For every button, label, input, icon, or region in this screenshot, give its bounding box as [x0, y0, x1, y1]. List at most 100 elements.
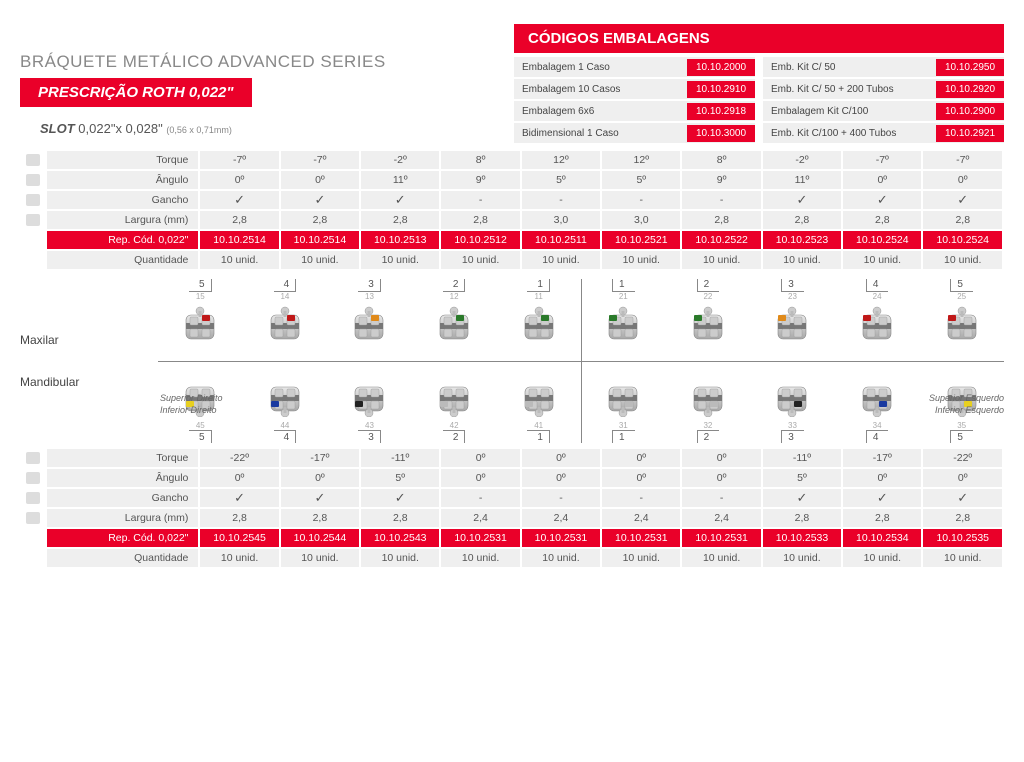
code-value: 10.10.2000 — [687, 59, 755, 76]
spec-cell: 10.10.2524 — [843, 231, 921, 249]
code-label: Embalagem Kit C/100 — [763, 106, 936, 117]
spec-cell: 10 unid. — [763, 251, 841, 269]
row-icon — [26, 452, 40, 464]
spec-cell: 10.10.2531 — [602, 529, 680, 547]
spec-cell: - — [682, 489, 760, 507]
spec-table-upper: Torque-7º-7º-2º8º12º12º8º-2º-7º-7ºÂngulo… — [20, 149, 1004, 271]
spec-cell: ✓ — [281, 489, 359, 507]
label-sup-esq: Superior Esquerdo — [929, 393, 1004, 403]
tooth-number-upper: 414 — [274, 279, 297, 301]
spec-cell: 2,4 — [441, 509, 519, 527]
spec-cell: 10 unid. — [682, 549, 760, 567]
spec-table-lower: Torque-22º-17º-11º0º0º0º0º-11º-17º-22ºÂn… — [20, 447, 1004, 569]
header: BRÁQUETE METÁLICO ADVANCED SERIES PRESCR… — [20, 24, 1004, 143]
spec-cell: 0º — [281, 469, 359, 487]
spec-cell: 2,8 — [763, 211, 841, 229]
color-marker — [863, 315, 871, 321]
label-inf-esq: Inferior Esquerdo — [935, 405, 1004, 415]
spec-cell: 10 unid. — [602, 251, 680, 269]
spec-cell: 0º — [923, 469, 1002, 487]
spec-cell: - — [522, 489, 600, 507]
code-value: 10.10.2950 — [936, 59, 1004, 76]
row-icon — [26, 472, 40, 484]
color-marker — [202, 315, 210, 321]
spec-cell: 2,8 — [763, 509, 841, 527]
spec-cell: 10.10.2531 — [441, 529, 519, 547]
spec-cell: ✓ — [361, 489, 439, 507]
row-icon — [26, 154, 40, 166]
spec-cell: 10 unid. — [763, 549, 841, 567]
bracket-upper — [686, 303, 730, 347]
tooth-number-upper: 121 — [612, 279, 635, 301]
spec-cell: 10 unid. — [361, 251, 439, 269]
spec-cell: 10.10.2535 — [923, 529, 1002, 547]
spec-cell: 2,8 — [923, 211, 1002, 229]
spec-cell: 10 unid. — [923, 549, 1002, 567]
packaging-codes: CÓDIGOS EMBALAGENS Embalagem 1 Caso10.10… — [514, 24, 1004, 143]
spec-cell: 2,4 — [602, 509, 680, 527]
spec-cell: -7º — [281, 151, 359, 169]
bracket-lower — [263, 375, 307, 419]
spec-cell: 0º — [441, 469, 519, 487]
spec-cell: 5º — [522, 171, 600, 189]
code-label: Embalagem 6x6 — [514, 106, 687, 117]
spec-cell: 0º — [522, 469, 600, 487]
spec-cell: -17º — [843, 449, 921, 467]
spec-cell: -2º — [763, 151, 841, 169]
spec-cell: 10 unid. — [361, 549, 439, 567]
spec-cell: 0º — [682, 449, 760, 467]
code-row: Embalagem Kit C/10010.10.2900 — [763, 101, 1004, 121]
color-marker — [355, 401, 363, 407]
arch-labels: Maxilar Mandibular — [20, 279, 158, 443]
tooth-number-lower: 344 — [866, 421, 889, 443]
spec-cell: 10.10.2543 — [361, 529, 439, 547]
code-row: Emb. Kit C/ 5010.10.2950 — [763, 57, 1004, 77]
bracket-upper — [263, 303, 307, 347]
code-value: 10.10.2921 — [936, 125, 1004, 142]
spec-cell: ✓ — [200, 191, 278, 209]
mandibular-label: Mandibular — [20, 375, 158, 389]
spec-cell: ✓ — [281, 191, 359, 209]
row-label: Gancho — [47, 191, 199, 209]
row-label: Largura (mm) — [47, 211, 199, 229]
tooth-number-lower: 433 — [358, 421, 381, 443]
bracket-upper — [940, 303, 984, 347]
spec-cell: 0º — [200, 469, 278, 487]
spec-cell: -22º — [200, 449, 278, 467]
code-label: Embalagem 1 Caso — [514, 62, 687, 73]
tooth-number-upper: 515 — [189, 279, 212, 301]
spec-cell: 10 unid. — [522, 549, 600, 567]
color-marker — [525, 401, 533, 407]
spec-cell: ✓ — [763, 489, 841, 507]
spec-cell: 10 unid. — [441, 251, 519, 269]
spec-cell: ✓ — [200, 489, 278, 507]
tooth-number-lower: 355 — [950, 421, 973, 443]
slot-value: 0,022"x 0,028" — [78, 121, 162, 136]
spec-cell: 2,8 — [281, 211, 359, 229]
bracket-lower — [855, 375, 899, 419]
color-marker — [609, 315, 617, 321]
code-row: Embalagem 10 Casos10.10.2910 — [514, 79, 755, 99]
row-icon — [26, 492, 40, 504]
spec-cell: 0º — [200, 171, 278, 189]
spec-cell: 10 unid. — [843, 549, 921, 567]
spec-cell: 2,8 — [281, 509, 359, 527]
spec-cell: 9º — [682, 171, 760, 189]
spec-cell: 8º — [682, 151, 760, 169]
spec-cell: 2,8 — [843, 509, 921, 527]
bracket-lower — [686, 375, 730, 419]
code-label: Emb. Kit C/ 50 + 200 Tubos — [763, 84, 936, 95]
spec-cell: ✓ — [923, 489, 1002, 507]
row-icon — [26, 214, 40, 226]
color-marker — [287, 315, 295, 321]
spec-cell: 10.10.2513 — [361, 231, 439, 249]
bracket-upper — [178, 303, 222, 347]
row-label: Rep. Cód. 0,022" — [47, 529, 199, 547]
spec-cell: 3,0 — [602, 211, 680, 229]
spec-cell: 10 unid. — [281, 549, 359, 567]
tooth-number-lower: 411 — [527, 421, 550, 443]
spec-cell: 2,8 — [200, 211, 278, 229]
code-value: 10.10.2910 — [687, 81, 755, 98]
bracket-lower — [517, 375, 561, 419]
row-label: Gancho — [47, 489, 199, 507]
